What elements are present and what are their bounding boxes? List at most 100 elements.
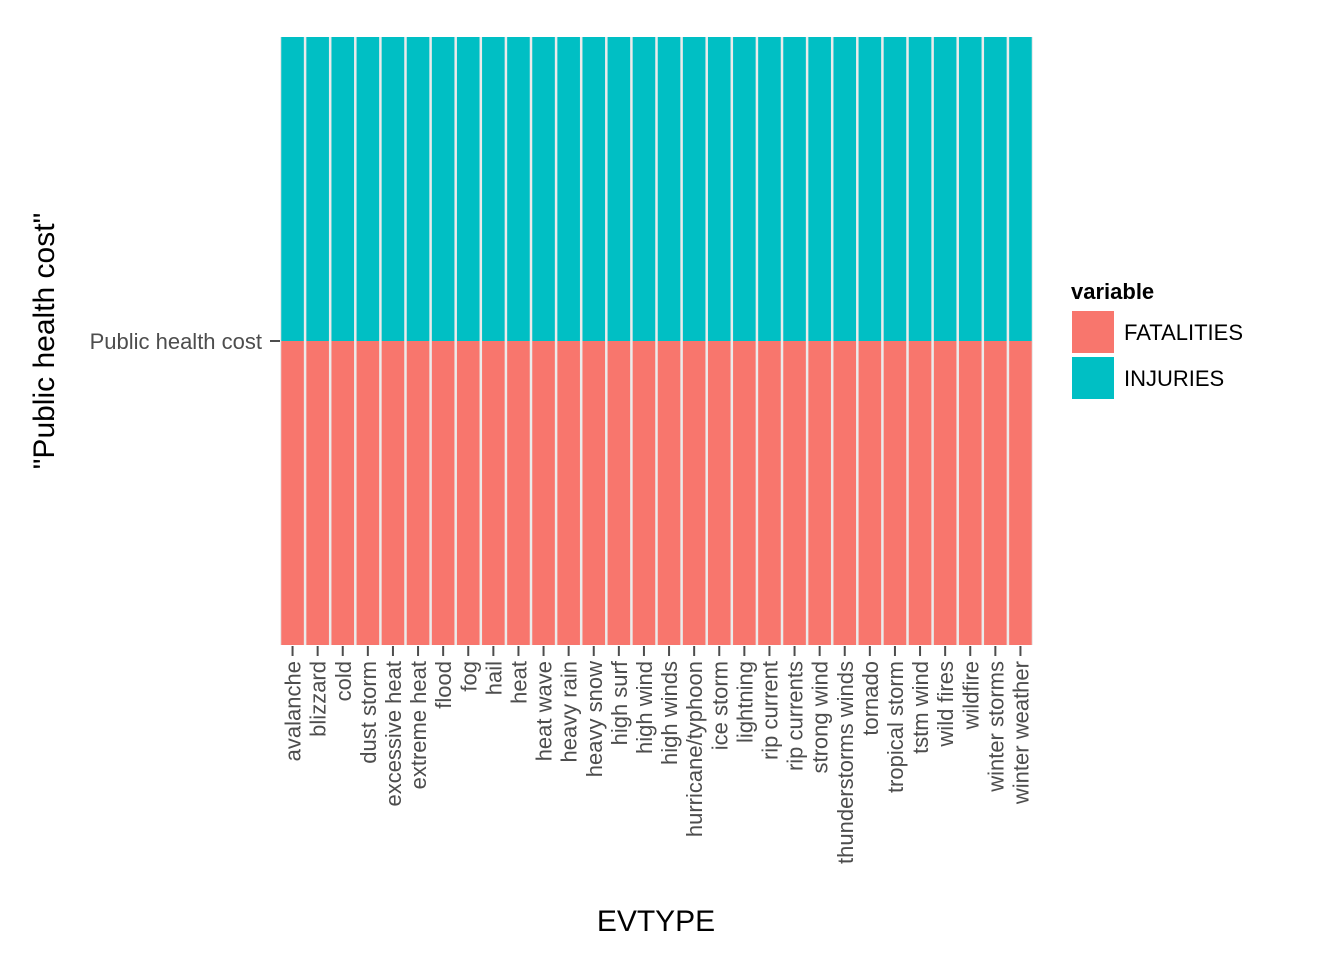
bar-ice-storm-fatalities	[707, 341, 731, 645]
legend-key-injuries	[1070, 355, 1116, 401]
x-tick-label-fog: fog	[456, 661, 481, 692]
bar-excessive-heat-fatalities	[381, 341, 405, 645]
x-tick-label-wildfire: wildfire	[958, 661, 983, 730]
x-tick-label-tstm-wind: tstm wind	[908, 661, 933, 754]
bar-heat-wave-fatalities	[532, 341, 555, 645]
bar-lightning-fatalities	[733, 341, 756, 645]
x-axis-tick-labels: avalanche blizzard cold dust storm excessive…	[281, 660, 1034, 864]
bar-high-winds-injuries	[657, 37, 681, 341]
bar-tstm-wind-fatalities	[908, 341, 932, 645]
bar-fog-injuries	[456, 37, 480, 341]
x-tick-label-extreme-heat: extreme heat	[406, 661, 431, 789]
x-tick-label-high-winds: high winds	[657, 661, 682, 765]
legend-items: FATALITIES INJURIES	[1070, 309, 1243, 401]
x-axis-title: EVTYPE	[597, 905, 715, 938]
bar-rip-currents-fatalities	[783, 341, 806, 645]
bar-winter-storms-fatalities	[984, 341, 1007, 645]
bar-dust-storm-fatalities	[356, 341, 380, 645]
legend-key-fatalities	[1070, 309, 1116, 355]
bar-high-wind-fatalities	[632, 341, 656, 645]
bar-heat-wave-injuries	[532, 37, 555, 341]
bar-layer	[281, 37, 1032, 645]
bar-rip-currents-injuries	[783, 37, 806, 341]
bar-extreme-heat-fatalities	[406, 341, 430, 645]
bar-high-winds-fatalities	[657, 341, 681, 645]
legend-label-fatalities: FATALITIES	[1124, 320, 1243, 345]
bar-winter-weather-fatalities	[1009, 341, 1032, 645]
bar-cold-injuries	[331, 37, 355, 341]
x-tick-label-high-wind: high wind	[632, 661, 657, 754]
bar-heat-injuries	[507, 37, 530, 341]
x-tick-label-tornado: tornado	[858, 661, 883, 736]
x-tick-label-heat-wave: heat wave	[532, 661, 557, 761]
bar-heavy-snow-fatalities	[582, 341, 606, 645]
bar-thunderstorms-winds-injuries	[833, 37, 857, 341]
legend: variable FATALITIES INJURIES	[1070, 279, 1243, 401]
bar-rip-current-injuries	[758, 37, 781, 341]
bar-high-wind-injuries	[632, 37, 656, 341]
bar-wild-fires-injuries	[933, 37, 957, 341]
y-axis-title: "Public health cost"	[28, 213, 61, 469]
bar-hail-injuries	[482, 37, 505, 341]
bar-hurricane-typhoon-fatalities	[682, 341, 706, 645]
x-tick-label-dust-storm: dust storm	[356, 661, 381, 764]
bar-heavy-rain-injuries	[557, 37, 580, 341]
x-tick-label-ice-storm: ice storm	[707, 661, 732, 750]
bar-hurricane-typhoon-injuries	[682, 37, 706, 341]
x-tick-label-tropical-storm: tropical storm	[883, 661, 908, 793]
bar-flood-fatalities	[431, 341, 455, 645]
x-axis-ticks	[291, 646, 1022, 656]
x-tick-label-avalanche: avalanche	[281, 661, 306, 761]
bar-rip-current-fatalities	[758, 341, 781, 645]
y-axis: Public health cost	[90, 329, 280, 354]
bar-heat-fatalities	[507, 341, 530, 645]
bar-blizzard-fatalities	[306, 341, 329, 645]
x-tick-label-heat: heat	[506, 661, 531, 704]
bar-tornado-injuries	[858, 37, 882, 341]
bar-strong-wind-injuries	[808, 37, 831, 341]
panel-background	[280, 37, 1033, 645]
x-tick-label-cold: cold	[331, 661, 356, 701]
x-tick-label-hurricane-typhoon: hurricane/typhoon	[682, 661, 707, 837]
x-tick-label-heavy-snow: heavy snow	[582, 661, 607, 777]
bar-hail-fatalities	[482, 341, 505, 645]
legend-label-injuries: INJURIES	[1124, 366, 1224, 391]
bar-tornado-fatalities	[858, 341, 882, 645]
x-tick-label-winter-storms: winter storms	[983, 661, 1008, 793]
x-tick-label-thunderstorms-winds: thunderstorms winds	[833, 661, 858, 864]
bar-wild-fires-fatalities	[933, 341, 957, 645]
bar-ice-storm-injuries	[707, 37, 731, 341]
bar-excessive-heat-injuries	[381, 37, 405, 341]
bar-winter-weather-injuries	[1009, 37, 1032, 341]
x-tick-label-strong-wind: strong wind	[808, 661, 833, 774]
bar-cold-fatalities	[331, 341, 355, 645]
bar-wildfire-injuries	[958, 37, 982, 341]
bar-winter-storms-injuries	[984, 37, 1007, 341]
bar-heavy-snow-injuries	[582, 37, 606, 341]
bar-tropical-storm-fatalities	[883, 341, 907, 645]
x-tick-label-blizzard: blizzard	[306, 661, 331, 737]
bar-high-surf-fatalities	[607, 341, 631, 645]
y-axis-tick-label: Public health cost	[90, 329, 262, 354]
x-tick-label-high-surf: high surf	[607, 660, 632, 745]
bar-heavy-rain-fatalities	[557, 341, 580, 645]
x-tick-label-rip-currents: rip currents	[783, 661, 808, 771]
bar-avalanche-injuries	[281, 37, 304, 341]
bar-extreme-heat-injuries	[406, 37, 430, 341]
bar-tstm-wind-injuries	[908, 37, 932, 341]
bar-blizzard-injuries	[306, 37, 329, 341]
x-tick-label-wild-fires: wild fires	[933, 661, 958, 748]
bar-flood-injuries	[431, 37, 455, 341]
bar-avalanche-fatalities	[281, 341, 304, 645]
x-tick-label-rip-current: rip current	[757, 661, 782, 760]
x-tick-label-lightning: lightning	[732, 661, 757, 743]
bar-thunderstorms-winds-fatalities	[833, 341, 857, 645]
bar-wildfire-fatalities	[958, 341, 982, 645]
x-tick-label-hail: hail	[481, 661, 506, 695]
legend-title: variable	[1071, 279, 1154, 304]
bar-lightning-injuries	[733, 37, 756, 341]
bar-strong-wind-fatalities	[808, 341, 831, 645]
x-tick-label-heavy-rain: heavy rain	[557, 661, 582, 763]
x-tick-label-winter-weather: winter weather	[1008, 661, 1033, 805]
